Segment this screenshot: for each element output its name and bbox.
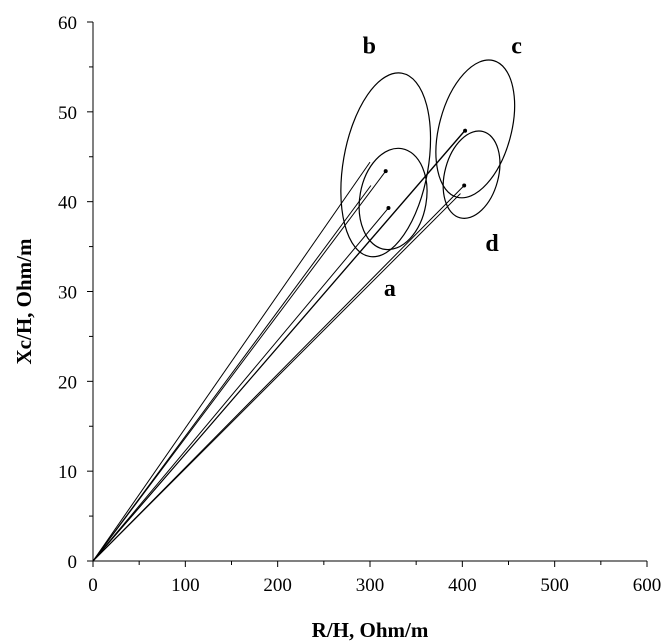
radius-line-c: [92, 130, 466, 562]
label-d: d: [485, 231, 499, 257]
text-labels: a b c d: [363, 33, 523, 302]
y-tick-label: 60: [58, 13, 77, 34]
y-tick-label: 30: [58, 283, 77, 304]
y-tick-label: 10: [58, 462, 77, 483]
axes: 0 100 200 300 400 500 600 0 10 20 30 40 50 60 R/H, Ohm…: [12, 13, 661, 641]
ellipse-d: [442, 130, 501, 219]
y-axis-title: Xc/H, Ohm/m: [12, 238, 36, 364]
point-d: [462, 183, 467, 188]
x-tick-label: 400: [448, 575, 477, 596]
x-tick-label: 100: [171, 575, 200, 596]
x-tick-label: 300: [356, 575, 385, 596]
x-tick-label: 600: [633, 575, 662, 596]
y-tick-label: 50: [58, 103, 77, 124]
point-b: [383, 169, 388, 174]
tangent-line: [92, 161, 371, 562]
label-c: c: [511, 33, 522, 59]
label-a: a: [384, 276, 396, 302]
y-tick-label: 40: [58, 193, 77, 214]
point-a: [386, 205, 391, 210]
y-tick-label: 0: [68, 552, 78, 573]
radius-line-a: [92, 207, 389, 562]
point-c: [463, 128, 468, 133]
x-axis-title: R/H, Ohm/m: [312, 618, 429, 641]
tangent-line: [92, 185, 372, 562]
x-tick-label: 0: [88, 575, 98, 596]
ellipse-b: [340, 72, 432, 258]
ellipse-a: [358, 147, 428, 251]
x-tick-label: 500: [540, 575, 569, 596]
ellipse-c: [435, 59, 516, 199]
radius-line-b: [92, 170, 387, 562]
radius-line-d: [92, 185, 465, 562]
series-group: [92, 59, 516, 562]
y-tick-label: 20: [58, 372, 77, 393]
x-tick-label: 200: [263, 575, 292, 596]
label-b: b: [363, 33, 376, 59]
tangent-line: [92, 193, 461, 562]
